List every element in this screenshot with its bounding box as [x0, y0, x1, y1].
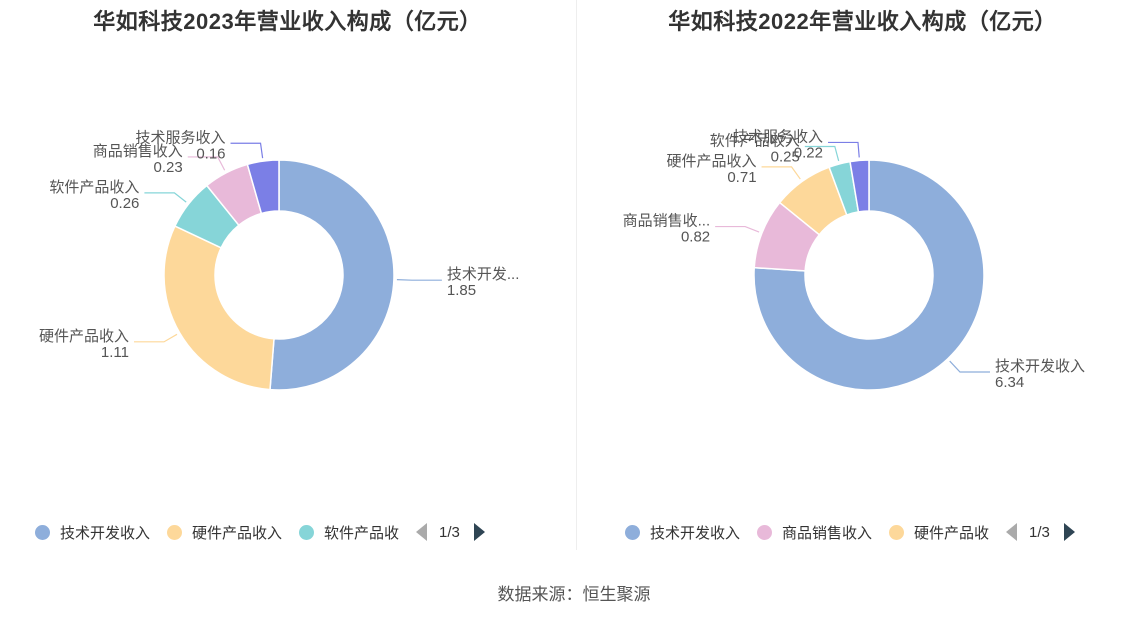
- next-page-icon[interactable]: [473, 523, 485, 541]
- legend-label: 软件产品收: [324, 524, 400, 542]
- leader-line: [187, 156, 226, 171]
- donut-slice[interactable]: [849, 159, 870, 213]
- legend-item[interactable]: 技术开发收入: [35, 522, 150, 543]
- legend-dot: [299, 524, 315, 540]
- legend-pager: 1/3: [1006, 523, 1075, 541]
- leader-line: [396, 279, 442, 281]
- chart-panel-2022: 华如科技2022年营业收入构成（亿元） 技术开发收入 6.34 商品销售收... 0.…: [577, 0, 1148, 550]
- slice-label: 技术服务收入: [733, 128, 823, 145]
- leader-line: [761, 166, 801, 180]
- legend-label: 硬件产品收入: [192, 524, 283, 542]
- slice-label: 技术开发...: [447, 266, 520, 283]
- slice-value-label: 0.25: [771, 148, 800, 165]
- legend-label: 技术开发收入: [60, 524, 151, 542]
- prev-page-icon[interactable]: [1006, 523, 1018, 541]
- panel-divider: [576, 0, 577, 550]
- leader-line: [144, 192, 187, 203]
- leader-line: [134, 333, 178, 343]
- legend-label: 硬件产品收: [914, 524, 990, 542]
- legend-dot: [625, 524, 640, 540]
- slice-label: 技术服务收入: [136, 129, 226, 146]
- legend-item[interactable]: 商品销售收入: [757, 522, 872, 543]
- legend: 技术开发收入 商品销售收入 硬件产品收 1/3: [625, 518, 1075, 546]
- slice-value-label: 0.16: [196, 145, 225, 162]
- legend-item[interactable]: 技术开发收入: [625, 522, 740, 543]
- slice-label: 软件产品收入: [49, 179, 139, 196]
- leader-line: [715, 225, 760, 233]
- slice-value-label: 1.11: [101, 344, 129, 361]
- donut-slice[interactable]: [163, 225, 275, 391]
- legend-label: 技术开发收入: [650, 524, 741, 542]
- leader-line: [949, 360, 990, 373]
- slice-value-label: 0.22: [794, 144, 823, 161]
- donut-slice[interactable]: [753, 159, 985, 391]
- donut-slice[interactable]: [269, 159, 395, 391]
- legend-pager: 1/3: [416, 523, 485, 541]
- slice-value-label: 6.34: [995, 374, 1024, 391]
- slice-label: 软件产品收入: [710, 132, 800, 149]
- legend-page-indicator: 1/3: [1029, 523, 1050, 541]
- slice-value-label: 0.82: [681, 229, 710, 246]
- slice-value-label: 0.71: [727, 169, 756, 186]
- leader-line: [230, 142, 264, 159]
- legend-dot: [35, 524, 50, 540]
- legend-dot: [757, 524, 773, 540]
- chart-title: 华如科技2022年营业收入构成（亿元）: [668, 9, 1057, 34]
- leader-line: [804, 145, 840, 162]
- slice-label: 技术开发收入: [995, 358, 1085, 375]
- legend-label: 商品销售收入: [782, 524, 873, 542]
- next-page-icon[interactable]: [1063, 523, 1075, 541]
- legend-item[interactable]: 硬件产品收入: [167, 522, 282, 543]
- chart-title: 华如科技2023年营业收入构成（亿元）: [93, 9, 482, 34]
- legend-dot: [889, 524, 905, 540]
- legend-dot: [167, 524, 183, 540]
- legend-item[interactable]: 软件产品收: [299, 522, 399, 543]
- slice-label: 商品销售收入: [93, 143, 183, 160]
- prev-page-icon[interactable]: [416, 523, 428, 541]
- data-source: 数据来源：恒生聚源: [497, 585, 651, 604]
- slice-label: 商品销售收...: [623, 213, 711, 230]
- legend-item[interactable]: 硬件产品收: [889, 522, 989, 543]
- legend-page-indicator: 1/3: [439, 523, 460, 541]
- legend: 技术开发收入 硬件产品收入 软件产品收 1/3: [35, 518, 485, 546]
- donut-slice[interactable]: [246, 159, 280, 215]
- slice-value-label: 0.26: [110, 195, 139, 212]
- slice-label: 硬件产品收入: [667, 153, 757, 170]
- slice-label: 硬件产品收入: [39, 328, 129, 345]
- slice-value-label: 1.85: [447, 282, 476, 299]
- leader-line: [827, 141, 860, 158]
- chart-panel-2023: 华如科技2023年营业收入构成（亿元） 技术开发... 1.85 硬件产品收入 1.1…: [0, 0, 575, 550]
- slice-value-label: 0.23: [154, 159, 183, 176]
